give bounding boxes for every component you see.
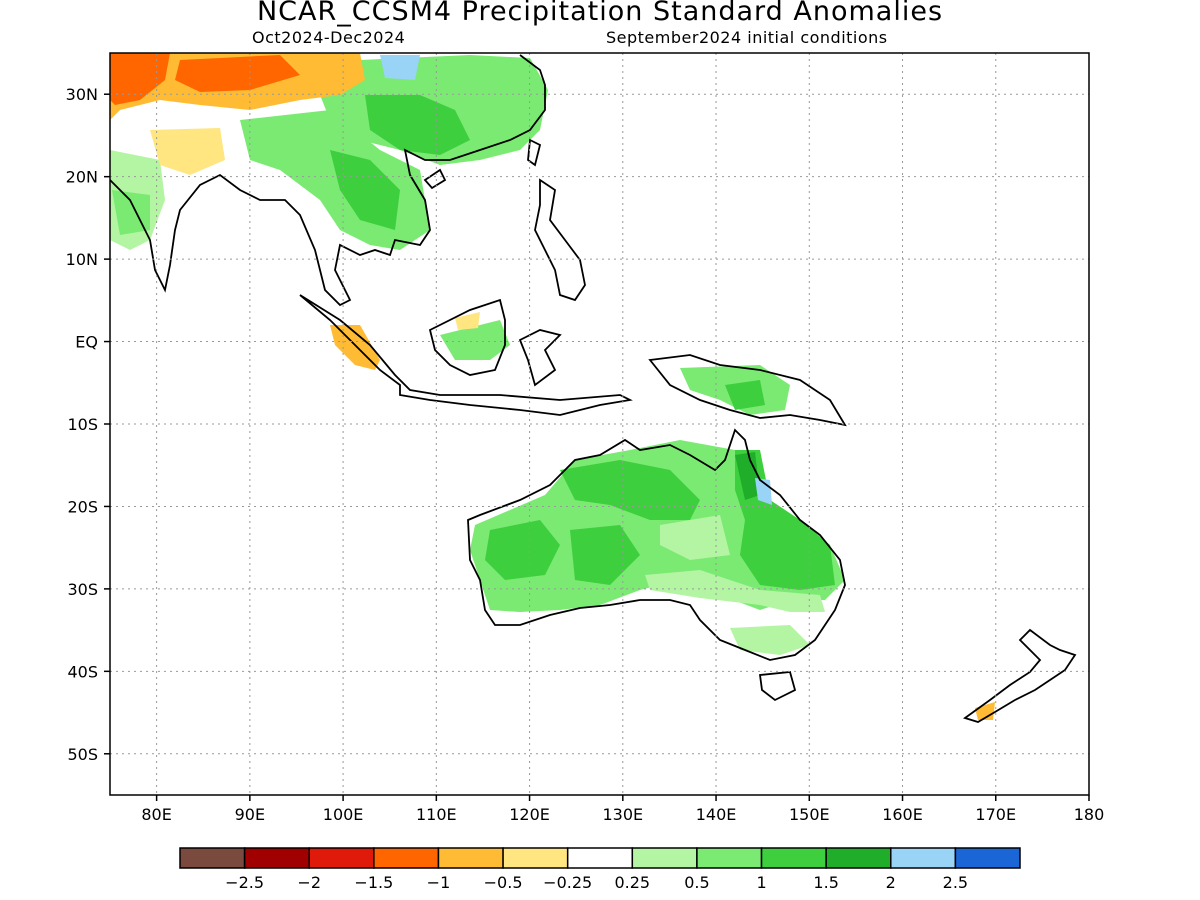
anomaly-shading xyxy=(110,53,995,720)
legend-label: 0.25 xyxy=(614,873,650,892)
dry-anomaly-core2 xyxy=(175,55,300,92)
legend-label: 2.5 xyxy=(943,873,968,892)
coastline-tasmania xyxy=(758,671,797,702)
wet-anomaly-new-guinea-core xyxy=(725,380,765,410)
legend-swatch xyxy=(760,847,827,869)
legend-swatch xyxy=(696,847,763,869)
lon-tick-label: 160E xyxy=(882,805,923,824)
legend-label: −2 xyxy=(297,873,321,892)
lat-tick-label: 50S xyxy=(67,745,98,764)
legend-swatch xyxy=(502,847,569,869)
legend-label: 2 xyxy=(886,873,896,892)
lon-tick-label: 100E xyxy=(323,805,364,824)
coastline-asia xyxy=(110,54,546,307)
lat-tick-label: 40S xyxy=(67,662,98,681)
legend-label: −1.5 xyxy=(354,873,393,892)
lat-tick-label: 10S xyxy=(67,415,98,434)
forecast-period: Oct2024-Dec2024 xyxy=(252,28,406,47)
coastline-sumatra-java xyxy=(299,294,633,416)
lat-tick-label: 20N xyxy=(66,168,98,187)
dry-anomaly-borneo xyxy=(455,312,480,330)
wet-anomaly-borneo xyxy=(440,320,510,360)
coastline-taiwan-hainan xyxy=(423,138,542,190)
map-background xyxy=(110,53,1089,795)
wet-anomaly-queensland-core xyxy=(735,452,760,500)
color-legend: −2.5 −2 −1.5 −1 −0.5 −0.25 0.25 0.5 1 1.5 2 2.5 xyxy=(179,847,1021,892)
lat-tick-label: 30N xyxy=(66,85,98,104)
legend-label: −1 xyxy=(427,873,451,892)
lon-tick-label: 90E xyxy=(235,805,265,824)
gridlines xyxy=(110,53,1089,795)
legend-swatch xyxy=(825,847,892,869)
wet-anomaly-australia-light xyxy=(660,515,730,560)
lat-tick-label: 30S xyxy=(67,580,98,599)
lon-tick-label: 120E xyxy=(509,805,550,824)
latitude-axis: 30N 20N 10N EQ 10S 20S 30S 40S 50S xyxy=(66,85,110,764)
lat-tick-label: 10N xyxy=(66,250,98,269)
legend-swatch xyxy=(631,847,698,869)
wet-anomaly-india-inner xyxy=(112,190,150,235)
coastlines xyxy=(110,54,1077,723)
lon-tick-label: 110E xyxy=(416,805,457,824)
lon-tick-label: 80E xyxy=(141,805,171,824)
legend-label: −0.25 xyxy=(543,873,592,892)
legend-swatch xyxy=(566,847,634,869)
map-title: NCAR_CCSM4 Precipitation Standard Anomal… xyxy=(256,0,944,27)
legend-label: 1.5 xyxy=(813,873,838,892)
coastline-new-guinea xyxy=(648,354,847,427)
legend-swatch xyxy=(179,847,246,869)
legend-swatch xyxy=(308,847,375,869)
coastline-new-zealand xyxy=(963,628,1077,723)
wet-anomaly-australia-south xyxy=(645,570,825,612)
legend-label: −0.5 xyxy=(484,873,523,892)
longitude-axis: 80E 90E 100E 110E 120E 130E 140E 150E 160E 170E 18… xyxy=(141,795,1104,824)
wet-anomaly-australia-north xyxy=(560,460,700,520)
lon-tick-label: 170E xyxy=(975,805,1016,824)
dry-anomaly-core xyxy=(110,53,170,105)
dry-anomaly-light xyxy=(150,128,225,175)
legend-label: −2.5 xyxy=(225,873,264,892)
lon-tick-label: 140E xyxy=(696,805,737,824)
coastline-sulawesi xyxy=(518,329,562,387)
wet-anomaly-australia-west xyxy=(485,520,560,580)
lat-tick-label: EQ xyxy=(75,333,98,352)
wet-anomaly-indochina-core xyxy=(330,150,400,230)
lat-tick-label: 20S xyxy=(67,497,98,516)
coastline-australia xyxy=(467,428,846,661)
legend-swatch xyxy=(373,847,440,869)
initial-conditions: September2024 initial conditions xyxy=(606,28,888,47)
wet-anomaly-victoria xyxy=(730,625,810,655)
coastline-philippines xyxy=(534,178,586,302)
lon-tick-label: 150E xyxy=(789,805,830,824)
lon-tick-label: 130E xyxy=(602,805,643,824)
legend-label: 1 xyxy=(756,873,766,892)
wet-anomaly-tibet xyxy=(380,55,420,80)
wet-anomaly-china-core xyxy=(365,95,470,155)
legend-swatch xyxy=(243,847,310,869)
legend-swatch xyxy=(954,847,1021,869)
coastline-borneo xyxy=(428,298,506,376)
legend-label: 0.5 xyxy=(684,873,709,892)
legend-swatch xyxy=(437,847,504,869)
legend-swatch xyxy=(890,847,957,869)
lon-tick-label: 180 xyxy=(1074,805,1105,824)
